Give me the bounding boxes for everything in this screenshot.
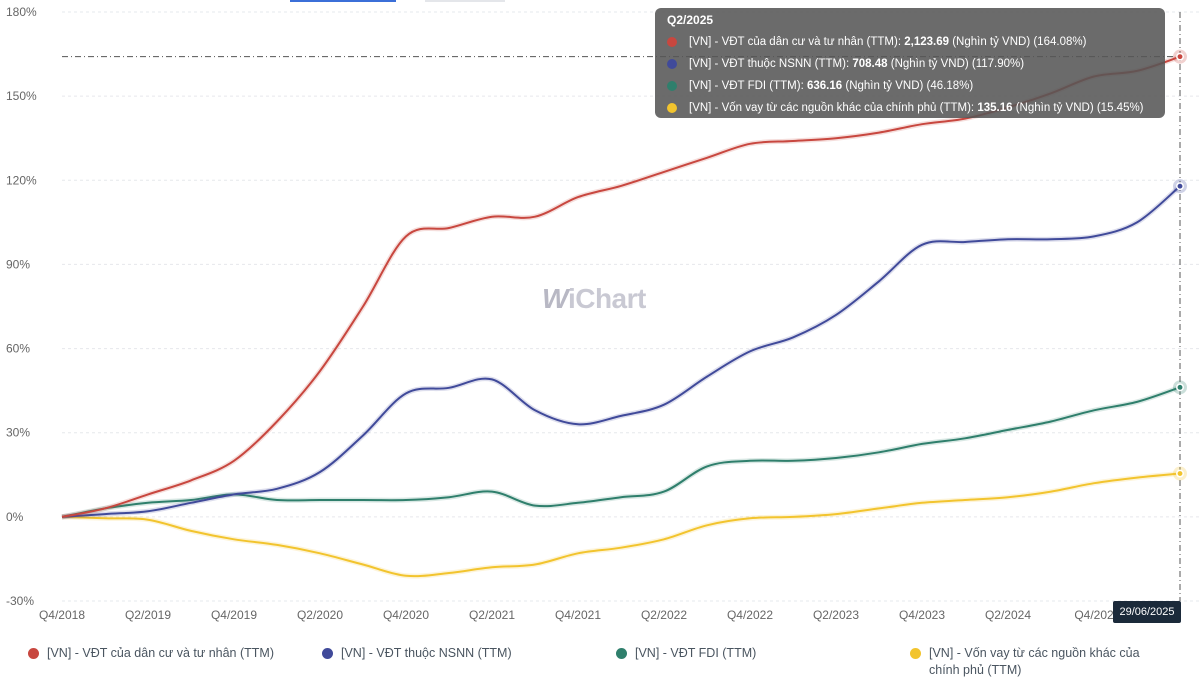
tab-stub[interactable] [425, 0, 505, 2]
end-point-marker[interactable] [1176, 182, 1184, 191]
x-tick-label: Q4/2020 [383, 608, 429, 622]
tooltip-dot-icon [667, 103, 677, 113]
tooltip-row: [VN] - VĐT của dân cư và tư nhân (TTM): … [667, 31, 1153, 53]
legend-label: [VN] - VĐT của dân cư và tư nhân (TTM) [47, 646, 274, 660]
series-line-fdi[interactable] [61, 386, 1181, 518]
legend-item-fdi[interactable]: [VN] - VĐT FDI (TTM) [616, 645, 756, 662]
tooltip-series-name: [VN] - VĐT FDI (TTM): [689, 80, 807, 92]
legend-label: [VN] - VĐT thuộc NSNN (TTM) [341, 646, 512, 660]
y-tick-label: 60% [6, 342, 30, 356]
tooltip-value: 2,123.69 [904, 36, 949, 48]
end-point-marker[interactable] [1176, 469, 1184, 478]
series-line-gov-loans-halo [61, 471, 1181, 579]
legend-item-private[interactable]: [VN] - VĐT của dân cư và tư nhân (TTM) [28, 645, 274, 662]
y-tick-label: 90% [6, 257, 30, 271]
tooltip-row: [VN] - Vốn vay từ các nguồn khác của chí… [667, 97, 1153, 119]
x-tick-label: Q4/202 [1074, 608, 1114, 622]
tab-stub-active[interactable] [290, 0, 396, 2]
tooltip-unit: (Nghìn tỷ VND) (117.90%) [887, 58, 1025, 70]
tooltip-dot-icon [667, 81, 677, 91]
y-tick-label: 150% [6, 89, 37, 103]
x-tick-label: Q2/2023 [813, 608, 859, 622]
wichart-watermark: WiChart [542, 283, 646, 314]
y-tick-label: 120% [6, 173, 37, 187]
x-tick-label: Q2/2019 [125, 608, 171, 622]
y-tick-label: 0% [6, 510, 24, 524]
tooltip-unit: (Nghìn tỷ VND) (15.45%) [1012, 102, 1144, 114]
legend-label: [VN] - Vốn vay từ các nguồn khác của chí… [929, 646, 1140, 677]
tooltip-row: [VN] - VĐT FDI (TTM): 636.16 (Nghìn tỷ V… [667, 75, 1153, 97]
x-tick-label: Q4/2018 [39, 608, 85, 622]
y-tick-label: 30% [6, 426, 30, 440]
legend-dot-icon [28, 648, 39, 659]
crosshair-date-badge: 29/06/2025 [1113, 601, 1181, 623]
series-line-state-budget-halo [61, 184, 1182, 520]
x-tick-label: Q2/2024 [985, 608, 1031, 622]
x-tick-label: Q4/2022 [727, 608, 773, 622]
tooltip-row: [VN] - VĐT thuộc NSNN (TTM): 708.48 (Ngh… [667, 53, 1153, 75]
tooltip-unit: (Nghìn tỷ VND) (164.08%) [949, 36, 1087, 48]
x-tick-label: Q2/2021 [469, 608, 515, 622]
tooltip-unit: (Nghìn tỷ VND) (46.18%) [842, 80, 974, 92]
y-tick-label: -30% [6, 594, 34, 608]
legend-dot-icon [322, 648, 333, 659]
legend-item-state-budget[interactable]: [VN] - VĐT thuộc NSNN (TTM) [322, 645, 512, 662]
legend: [VN] - VĐT của dân cư và tư nhân (TTM) [… [0, 643, 1200, 693]
x-tick-label: Q2/2022 [641, 608, 687, 622]
x-tick-label: Q2/2020 [297, 608, 343, 622]
legend-dot-icon [910, 648, 921, 659]
y-tick-label: 180% [6, 5, 37, 19]
x-tick-label: Q4/2023 [899, 608, 945, 622]
end-point-marker[interactable] [1176, 383, 1184, 392]
tooltip: Q2/2025 [VN] - VĐT của dân cư và tư nhân… [655, 8, 1165, 118]
legend-item-gov-loans[interactable]: [VN] - Vốn vay từ các nguồn khác của chí… [910, 645, 1160, 679]
tooltip-value: 636.16 [806, 80, 843, 92]
series-line-gov-loans[interactable] [61, 472, 1181, 578]
tooltip-series-name: [VN] - Vốn vay từ các nguồn khác của chí… [689, 102, 978, 114]
x-tick-label: Q4/2021 [555, 608, 601, 622]
tooltip-value: 135.16 [977, 102, 1013, 114]
end-point-marker[interactable] [1176, 52, 1184, 61]
tooltip-dot-icon [667, 37, 677, 47]
legend-label: [VN] - VĐT FDI (TTM) [635, 646, 757, 660]
tooltip-dot-icon [667, 59, 677, 69]
x-tick-label: Q4/2019 [211, 608, 257, 622]
tooltip-series-name: [VN] - VĐT thuộc NSNN (TTM): [689, 58, 853, 70]
tooltip-title: Q2/2025 [667, 13, 714, 27]
tooltip-series-name: [VN] - VĐT của dân cư và tư nhân (TTM): [689, 36, 905, 48]
tooltip-value: 708.48 [852, 58, 888, 70]
series-line-state-budget[interactable] [61, 185, 1181, 518]
legend-dot-icon [616, 648, 627, 659]
